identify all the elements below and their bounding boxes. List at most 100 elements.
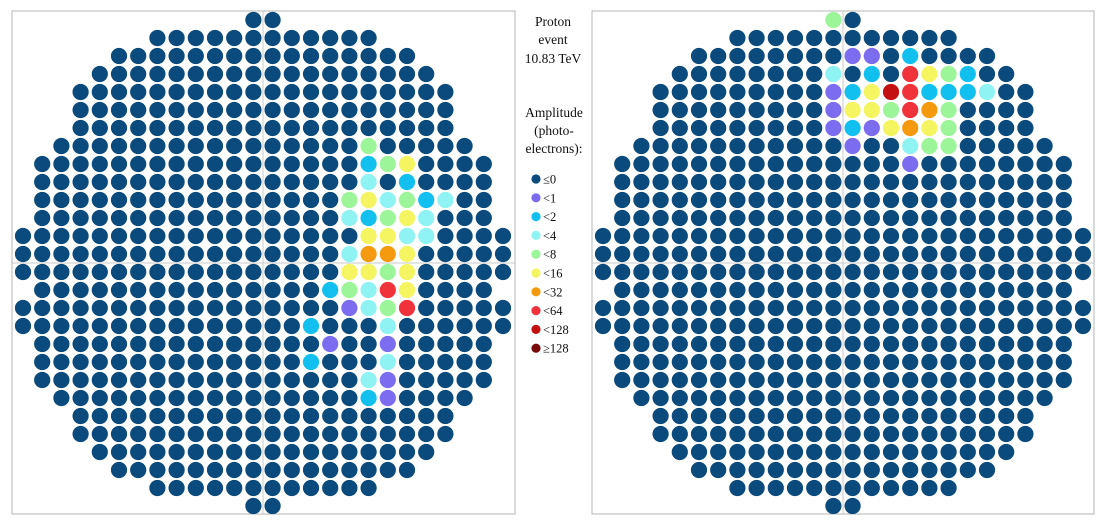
- right-camera-pixel: [998, 191, 1015, 209]
- left-camera-pixel: [226, 173, 243, 191]
- left-camera-pixel: [437, 209, 454, 227]
- right-camera-pixel: [902, 245, 919, 263]
- right-camera-pixel: [767, 317, 784, 335]
- left-camera-pixel: [264, 29, 281, 47]
- left-camera-pixel: [130, 65, 147, 83]
- left-camera-pixel: [245, 443, 262, 461]
- left-camera-pixel: [14, 299, 32, 317]
- left-camera-pixel: [72, 191, 89, 209]
- left-camera-pixel: [264, 425, 281, 443]
- right-camera-pixel: [844, 497, 861, 515]
- right-camera-pixel: [614, 173, 631, 191]
- left-camera-pixels: [14, 11, 512, 515]
- right-camera-pixel: [921, 209, 938, 227]
- right-camera-pixel: [959, 227, 976, 245]
- left-camera-pixel: [283, 425, 300, 443]
- right-camera-pixel: [940, 119, 957, 137]
- left-camera-pixel: [283, 29, 300, 47]
- left-camera-pixel: [110, 83, 128, 101]
- right-camera-pixel: [921, 317, 938, 335]
- left-camera-pixel: [53, 335, 70, 353]
- left-camera-pixel: [226, 263, 243, 281]
- right-camera-pixel: [863, 479, 880, 497]
- right-camera-pixel: [748, 353, 765, 371]
- right-camera-pixel: [767, 461, 784, 479]
- right-camera-pixel: [767, 173, 784, 191]
- left-camera-pixel: [322, 407, 339, 425]
- left-camera-pixel: [398, 65, 416, 83]
- right-camera-pixel: [959, 263, 976, 281]
- left-camera-pixel: [110, 47, 128, 65]
- right-camera-pixel: [633, 353, 650, 371]
- left-camera-pixel: [91, 263, 108, 281]
- left-camera-pixel: [379, 281, 396, 299]
- left-camera-pixel: [72, 407, 89, 425]
- right-camera-pixel: [614, 371, 631, 389]
- left-camera-pixel: [245, 245, 262, 263]
- right-camera-pixel: [902, 47, 919, 65]
- right-camera-pixel: [1074, 245, 1092, 263]
- right-camera-pixel: [902, 479, 919, 497]
- right-camera-pixel: [729, 245, 746, 263]
- right-camera-pixel: [940, 317, 957, 335]
- legend-title-line-1: Amplitude: [525, 105, 583, 120]
- right-camera-pixel: [671, 227, 688, 245]
- left-camera-pixel: [245, 29, 262, 47]
- right-camera-pixel: [786, 119, 804, 137]
- right-camera-pixel: [748, 245, 765, 263]
- right-camera-pixel: [959, 65, 976, 83]
- right-camera-pixel: [825, 101, 842, 119]
- left-camera-pixel: [34, 155, 51, 173]
- right-camera-pixel: [671, 119, 688, 137]
- left-camera-pixel: [322, 443, 339, 461]
- right-camera-pixel: [1036, 335, 1053, 353]
- left-camera-pixel: [14, 245, 32, 263]
- right-camera-pixel: [786, 443, 804, 461]
- left-camera-pixel: [206, 407, 224, 425]
- left-camera-pixel: [91, 353, 108, 371]
- left-camera-pixel: [226, 443, 243, 461]
- left-camera-pixel: [91, 83, 108, 101]
- right-camera-pixel: [671, 335, 688, 353]
- legend-swatch: [531, 324, 541, 334]
- right-camera-pixel: [806, 245, 823, 263]
- left-camera-pixel: [110, 65, 128, 83]
- right-camera-pixel: [959, 389, 976, 407]
- left-camera-pixel: [283, 119, 300, 137]
- left-camera-pixel: [322, 281, 339, 299]
- right-camera-pixel: [844, 227, 861, 245]
- left-camera-pixel: [130, 389, 147, 407]
- left-camera-pixel: [264, 137, 281, 155]
- left-camera-pixel: [418, 371, 435, 389]
- left-camera-pixel: [14, 263, 32, 281]
- right-camera-pixel: [1017, 353, 1034, 371]
- right-camera-pixel: [882, 281, 900, 299]
- left-camera-pixel: [475, 281, 492, 299]
- right-camera-pixel: [1017, 83, 1034, 101]
- right-camera-pixel: [825, 353, 842, 371]
- right-camera-pixel: [786, 299, 804, 317]
- right-camera-pixel: [729, 65, 746, 83]
- right-camera-pixel: [614, 209, 631, 227]
- left-camera-pixel: [437, 191, 454, 209]
- right-camera-pixel: [729, 119, 746, 137]
- left-camera-pixel: [206, 65, 224, 83]
- right-camera-pixel: [614, 353, 631, 371]
- right-camera-pixel: [940, 155, 957, 173]
- right-camera-pixel: [825, 443, 842, 461]
- right-camera-pixel: [652, 173, 669, 191]
- left-camera-pixel: [53, 245, 70, 263]
- left-camera-pixel: [398, 299, 416, 317]
- left-camera-pixel: [475, 263, 492, 281]
- right-camera-pixel: [690, 119, 708, 137]
- legend-title-line-2: (photo-: [534, 123, 574, 138]
- right-camera-pixel: [902, 119, 919, 137]
- left-camera-pixel: [72, 101, 89, 119]
- right-camera-pixel: [806, 407, 823, 425]
- left-camera-pixel: [245, 119, 262, 137]
- left-camera-pixel: [283, 461, 300, 479]
- right-camera-pixel: [786, 47, 804, 65]
- left-camera-pixel: [322, 47, 339, 65]
- left-camera-pixel: [475, 173, 492, 191]
- right-camera-pixel: [1036, 389, 1053, 407]
